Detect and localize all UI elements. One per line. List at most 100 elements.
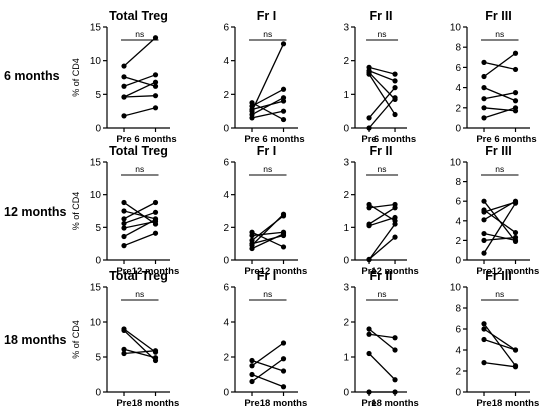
y-tick-label: 4 [223,56,229,67]
y-tick-label: 2 [455,236,461,247]
subject-line [251,102,284,121]
y-axis-label: % of CD4 [71,320,81,359]
data-point-post [280,244,287,250]
panel-1-4: 0 2 4 6 8 10 Pre 6 months Fr III ns [450,9,537,145]
x-tick-label: 6 months [374,134,416,145]
y-tick-label: 3 [343,158,349,169]
chart-title: Fr I [257,144,276,158]
subject-line [368,216,396,227]
data-point-pre [121,63,127,69]
data-point-post [152,35,159,41]
data-point-post [512,234,519,241]
x-tick-label: Pre [361,398,376,408]
subject-line [251,110,284,119]
y-tick-label: 6 [223,283,229,294]
data-point-pre [481,115,487,121]
y-tick-label: 2 [223,223,229,234]
data-point-post [280,368,287,374]
data-point-post [512,105,519,111]
data-point-post [152,93,159,99]
y-tick-label: 0 [223,388,229,399]
data-point-pre [249,115,255,121]
data-point-pre [366,71,372,77]
data-point-post [152,355,159,361]
data-point-post [280,41,287,47]
y-tick-label: 3 [343,23,349,34]
data-point-pre [249,357,255,364]
data-point-post [392,71,398,77]
data-point-post [392,377,398,383]
y-tick-label: 2 [223,90,229,101]
x-tick-label: 18 months [371,398,419,408]
data-point-pre [481,209,487,215]
data-point-post [392,85,398,91]
data-point-pre [366,125,372,131]
subject-line [123,201,156,225]
y-tick-label: 1 [343,90,349,101]
subject-line [483,338,516,351]
data-point-pre [121,220,127,227]
y-tick-label: 0 [343,388,349,399]
significance-label: ns [378,29,387,39]
data-point-pre [121,74,127,80]
data-point-pre [249,232,255,239]
y-tick-label: 6 [223,23,229,34]
subject-line [368,97,396,129]
y-tick-label: 10 [90,190,102,201]
data-point-pre [481,198,487,204]
data-point-pre [481,96,487,102]
subject-line [368,207,396,225]
subject-line [368,66,396,75]
y-tick-label: 3 [343,283,349,294]
chart-title: Total Treg [109,144,168,158]
data-point-pre [121,243,127,249]
data-point-post [152,199,159,206]
data-point-post [280,108,287,114]
data-point-pre [366,257,372,263]
y-tick-label: 1 [343,223,349,234]
y-tick-label: 4 [223,190,229,201]
data-point-post [152,72,159,78]
data-point-pre [121,327,127,333]
data-point-pre [366,350,372,357]
data-point-post [512,66,519,73]
panel-1-2: 0 2 4 6 Pre 6 months Fr I ns [223,9,304,145]
row-label-12-months: 12 months [4,205,67,219]
subject-line [251,358,284,383]
y-tick-label: 2 [343,318,349,329]
y-axis-label: % of CD4 [71,192,81,231]
data-point-post [280,340,287,346]
data-point-pre [366,331,372,337]
data-point-post [392,234,398,240]
x-tick-label: 18 months [260,398,308,408]
significance-label: ns [263,29,272,39]
subject-line [483,61,516,71]
y-tick-label: 4 [455,216,461,227]
x-tick-label: Pre [361,134,376,145]
subject-line [483,209,516,234]
subject-line [483,236,516,242]
subject-line [368,73,396,115]
data-point-post [152,79,159,85]
subject-line [483,202,517,254]
subject-line [368,236,396,260]
data-point-pre [481,321,487,327]
y-tick-label: 5 [95,353,101,364]
data-point-post [512,229,519,236]
x-tick-label: 12 months [492,266,540,277]
data-point-post [512,90,519,96]
y-tick-label: 2 [455,103,461,114]
data-point-pre [121,216,127,222]
subject-line [123,211,156,225]
data-point-pre [121,94,127,100]
x-tick-label: 6 months [262,134,304,145]
data-point-post [392,389,398,395]
data-point-post [280,384,287,390]
data-point-pre [249,378,255,385]
subject-line [368,203,396,209]
subject-line [123,210,156,220]
y-tick-label: 0 [343,256,349,267]
